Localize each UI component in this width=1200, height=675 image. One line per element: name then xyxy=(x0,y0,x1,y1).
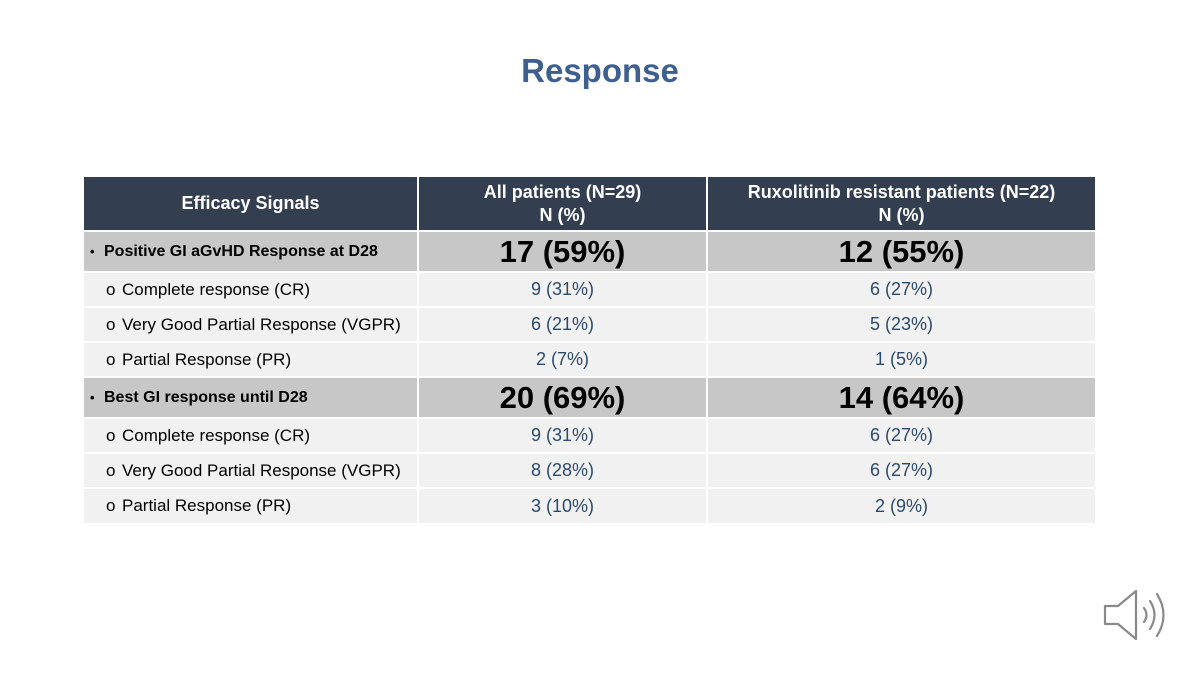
speaker-icon[interactable] xyxy=(1102,588,1174,642)
row-label: o Partial Response (PR) xyxy=(82,341,419,378)
circle-bullet-icon: o xyxy=(106,279,116,299)
header-all-patients-line1: All patients (N=29) xyxy=(483,181,642,202)
row-value-rux: 6 (27%) xyxy=(706,417,1097,454)
row-label: o Complete response (CR) xyxy=(82,271,419,308)
row-value-rux: 2 (9%) xyxy=(706,487,1097,525)
circle-bullet-icon: o xyxy=(106,425,116,445)
header-rux-resistant-line2: N (%) xyxy=(878,204,925,225)
header-efficacy-signals: Efficacy Signals xyxy=(82,175,419,232)
row-value-rux: 1 (5%) xyxy=(706,341,1097,378)
row-value-all: 2 (7%) xyxy=(417,341,708,378)
page-title: Response xyxy=(521,52,679,89)
response-table: Efficacy Signals All patients (N=29) N (… xyxy=(82,175,1097,525)
row-value-all: 6 (21%) xyxy=(417,306,708,343)
table-row: o Very Good Partial Response (VGPR) 8 (28… xyxy=(82,452,1097,489)
row-value-rux: 6 (27%) xyxy=(706,452,1097,489)
row-label: o Very Good Partial Response (VGPR) xyxy=(82,452,419,489)
section-value-rux: 14 (64%) xyxy=(706,376,1097,419)
circle-bullet-icon: o xyxy=(106,349,116,369)
section-value-all: 17 (59%) xyxy=(417,230,708,273)
row-value-rux: 5 (23%) xyxy=(706,306,1097,343)
row-label: o Very Good Partial Response (VGPR) xyxy=(82,306,419,343)
circle-bullet-icon: o xyxy=(106,314,116,334)
table-row: o Very Good Partial Response (VGPR) 6 (21… xyxy=(82,306,1097,343)
row-label: o Partial Response (PR) xyxy=(82,487,419,525)
speaker-icon-graphic xyxy=(1103,589,1165,641)
row-value-all: 8 (28%) xyxy=(417,452,708,489)
table-row: o Complete response (CR) 9 (31%) 6 (27%) xyxy=(82,417,1097,454)
table-row-section: • Best GI response until D28 20 (69%) 14 … xyxy=(82,376,1097,419)
row-value-all: 9 (31%) xyxy=(417,417,708,454)
circle-bullet-icon: o xyxy=(106,496,116,515)
row-label: o Complete response (CR) xyxy=(82,417,419,454)
section-label: • Positive GI aGvHD Response at D28 xyxy=(82,230,419,273)
table-header-row: Efficacy Signals All patients (N=29) N (… xyxy=(82,175,1097,232)
table-row-section: • Positive GI aGvHD Response at D28 17 (5… xyxy=(82,230,1097,273)
circle-bullet-icon: o xyxy=(106,460,116,480)
row-value-all: 9 (31%) xyxy=(417,271,708,308)
section-label: • Best GI response until D28 xyxy=(82,376,419,419)
bullet-icon: • xyxy=(90,389,95,405)
table-row: o Partial Response (PR) 2 (7%) 1 (5%) xyxy=(82,341,1097,378)
header-rux-resistant: Ruxolitinib resistant patients (N=22) N … xyxy=(706,175,1097,232)
header-rux-resistant-line1: Ruxolitinib resistant patients (N=22) xyxy=(747,181,1056,202)
bullet-icon: • xyxy=(90,243,95,259)
table-row: o Complete response (CR) 9 (31%) 6 (27%) xyxy=(82,271,1097,308)
header-all-patients-line2: N (%) xyxy=(539,204,586,225)
section-value-all: 20 (69%) xyxy=(417,376,708,419)
section-value-rux: 12 (55%) xyxy=(706,230,1097,273)
row-value-all: 3 (10%) xyxy=(417,487,708,525)
row-value-rux: 6 (27%) xyxy=(706,271,1097,308)
header-all-patients: All patients (N=29) N (%) xyxy=(417,175,708,232)
table-row: o Partial Response (PR) 3 (10%) 2 (9%) xyxy=(82,487,1097,525)
